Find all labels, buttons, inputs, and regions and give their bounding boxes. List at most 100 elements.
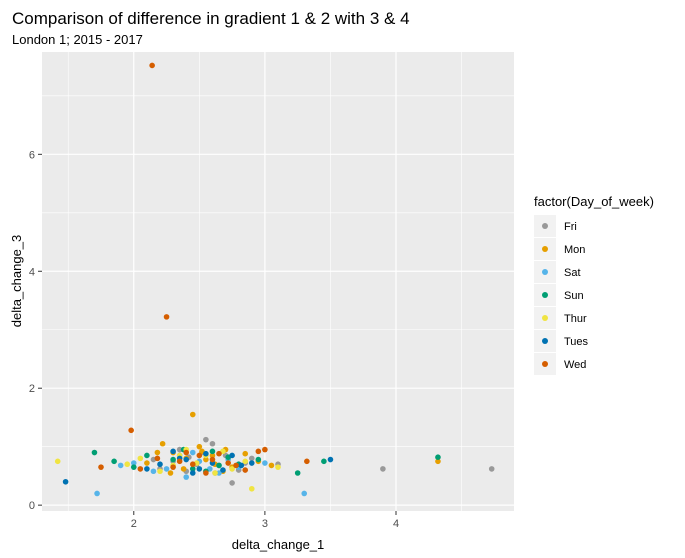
data-point-sun [321,458,327,465]
data-point-sat [301,490,308,497]
data-point-mon [144,460,150,466]
legend-key-sun [542,292,548,298]
data-point-mon [435,458,441,465]
legend: Fri Mon Sat Sun Thur Tues Wed [534,215,589,375]
data-point-sat [189,449,196,456]
data-point-thur [248,485,255,492]
data-point-fri [248,455,255,462]
data-point-tues [170,448,176,455]
data-point-wed [98,464,104,470]
data-point-wed [176,458,183,465]
data-point-wed [262,446,268,453]
data-point-wed [209,456,216,463]
x-tick-label: 4 [393,518,399,530]
data-point-fri [209,440,216,447]
y-tick-label: 4 [29,266,35,278]
data-point-sat [216,470,222,476]
data-point-wed [170,464,176,470]
legend-key-thur [542,315,548,321]
data-point-thur [242,458,249,465]
data-point-tues [189,470,196,476]
data-point-mon [167,470,174,476]
data-point-fri [176,446,183,453]
legend-title: factor(Day_of_week) [534,194,654,209]
y-tick-label: 2 [29,383,35,395]
data-point-wed [304,458,310,465]
y-tick-label: 0 [29,500,35,512]
data-point-thur [229,466,235,472]
data-point-wed [189,461,196,468]
data-point-sun [91,449,98,456]
data-point-fri [229,480,235,486]
data-point-wed [242,467,249,473]
data-point-fri [380,466,386,472]
data-point-wed [233,462,239,469]
data-point-wed [128,427,134,434]
data-point-sat [94,490,100,497]
data-point-sun [209,448,216,455]
plot-panel [42,52,514,511]
data-point-thur [54,458,61,465]
x-tick-label: 2 [131,518,137,530]
data-point-wed [154,455,161,462]
legend-label-thur: Thur [564,313,587,325]
y-axis-title: delta_change_3 [9,235,24,328]
data-point-wed [183,449,190,456]
x-axis-title: delta_change_1 [232,537,325,552]
chart-subtitle: London 1; 2015 - 2017 [12,32,143,47]
data-point-sun [130,464,137,470]
data-point-tues [238,462,245,469]
data-point-tues [203,450,209,457]
data-point-tues [183,456,190,463]
data-point-mon [189,411,196,418]
data-point-sun [435,454,441,461]
data-point-mon [159,440,166,447]
chart-title: Comparison of difference in gradient 1 &… [12,9,410,28]
data-point-wed [255,448,262,455]
data-point-sat [262,460,268,466]
data-point-sat [150,468,157,475]
data-point-sun [255,456,262,463]
data-point-mon [209,452,216,459]
legend-label-sat: Sat [564,267,581,279]
data-point-sun [216,462,222,469]
legend-label-fri: Fri [564,221,577,233]
data-point-mon [196,443,203,450]
data-point-tues [220,467,226,473]
data-point-tues [157,461,163,468]
legend-label-tues: Tues [564,336,589,348]
legend-label-sun: Sun [564,290,584,302]
data-points [54,62,495,497]
data-point-wed [137,466,144,472]
data-point-sat [117,462,124,469]
data-point-fri [488,466,495,472]
data-point-sat [163,466,170,472]
data-point-wed [216,450,222,457]
data-point-tues [62,478,69,485]
data-point-thur [275,464,281,470]
legend-label-mon: Mon [564,244,585,256]
data-point-sun [144,452,150,459]
data-point-sun [189,466,196,472]
legend-key-wed [542,361,548,367]
legend-key-mon [542,246,548,252]
data-point-sat [130,460,137,466]
legend-key-fri [542,223,548,229]
data-point-tues [327,456,334,463]
data-point-sun [294,470,301,476]
y-tick-label: 6 [29,149,35,161]
data-point-sat [183,474,190,480]
data-point-wed [196,452,203,459]
data-point-sun [111,458,117,465]
data-point-thur [124,461,131,468]
data-point-mon [180,466,187,472]
data-point-sun [170,456,176,463]
gridlines [42,52,514,511]
data-point-tues [144,466,150,472]
data-point-tues [196,466,203,472]
x-tick-label: 3 [262,518,268,530]
data-point-mon [203,456,209,463]
data-point-wed [203,470,209,476]
data-point-tues [229,452,235,459]
